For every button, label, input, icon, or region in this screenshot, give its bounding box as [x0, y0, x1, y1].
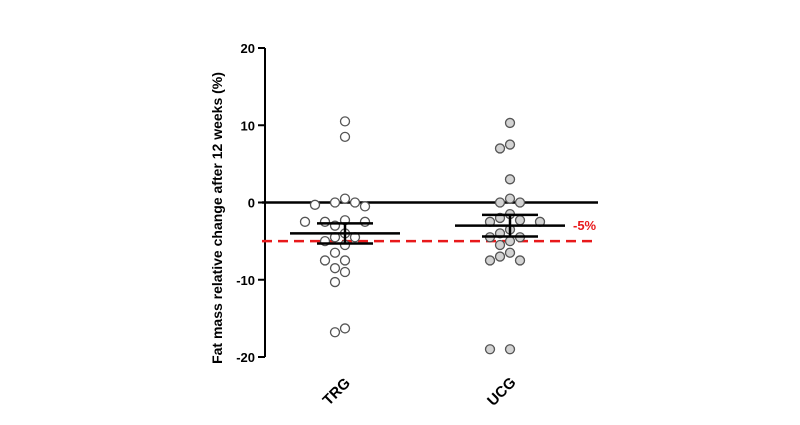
point-ucg-9 [514, 215, 526, 226]
point-trg-22 [329, 276, 341, 288]
point-trg-17 [329, 247, 341, 258]
point-trg-9 [359, 216, 371, 227]
point-trg-3 [329, 197, 341, 208]
point-ucg-21 [484, 255, 496, 266]
point-ucg-2 [494, 143, 506, 154]
y-tick-label-3: -10 [236, 273, 255, 288]
point-trg-0 [339, 116, 351, 127]
y-axis-title: Fat mass relative change after 12 weeks … [209, 72, 225, 364]
point-trg-4 [349, 197, 361, 208]
point-trg-19 [319, 255, 331, 266]
y-tick-label-0: 20 [241, 41, 255, 56]
mean-sem-bars [290, 213, 565, 245]
y-tick-label-4: -20 [236, 350, 255, 365]
category-label-ucg: UCG [484, 374, 520, 410]
point-trg-21 [339, 266, 351, 278]
point-ucg-19 [494, 251, 506, 262]
point-ucg-1 [504, 139, 516, 150]
point-ucg-5 [494, 197, 506, 208]
point-ucg-20 [514, 255, 526, 266]
point-trg-6 [359, 201, 371, 212]
point-ucg-4 [504, 193, 516, 204]
point-ucg-23 [484, 344, 496, 355]
point-trg-20 [329, 263, 341, 274]
point-ucg-17 [494, 239, 506, 251]
labels: -5% TRG UCG [320, 218, 597, 409]
point-trg-1 [339, 131, 351, 142]
point-ucg-18 [504, 247, 516, 258]
y-axis: 20 10 0 -10 -20 [236, 41, 266, 365]
y-tick-label-2: 0 [248, 196, 255, 211]
point-trg-8 [319, 216, 331, 227]
point-trg-2 [339, 193, 351, 204]
point-trg-10 [299, 216, 311, 227]
point-trg-18 [339, 255, 351, 266]
y-tick-label-1: 10 [241, 118, 255, 133]
category-label-trg: TRG [320, 375, 354, 409]
point-ucg-0 [504, 117, 516, 129]
point-ucg-3 [504, 174, 516, 185]
point-ucg-22 [504, 344, 516, 355]
point-trg-23 [339, 323, 351, 334]
point-ucg-6 [514, 197, 526, 208]
reference-line-label: -5% [573, 218, 597, 233]
point-trg-5 [309, 199, 321, 210]
point-trg-24 [329, 327, 341, 338]
point-ucg-16 [504, 235, 516, 247]
